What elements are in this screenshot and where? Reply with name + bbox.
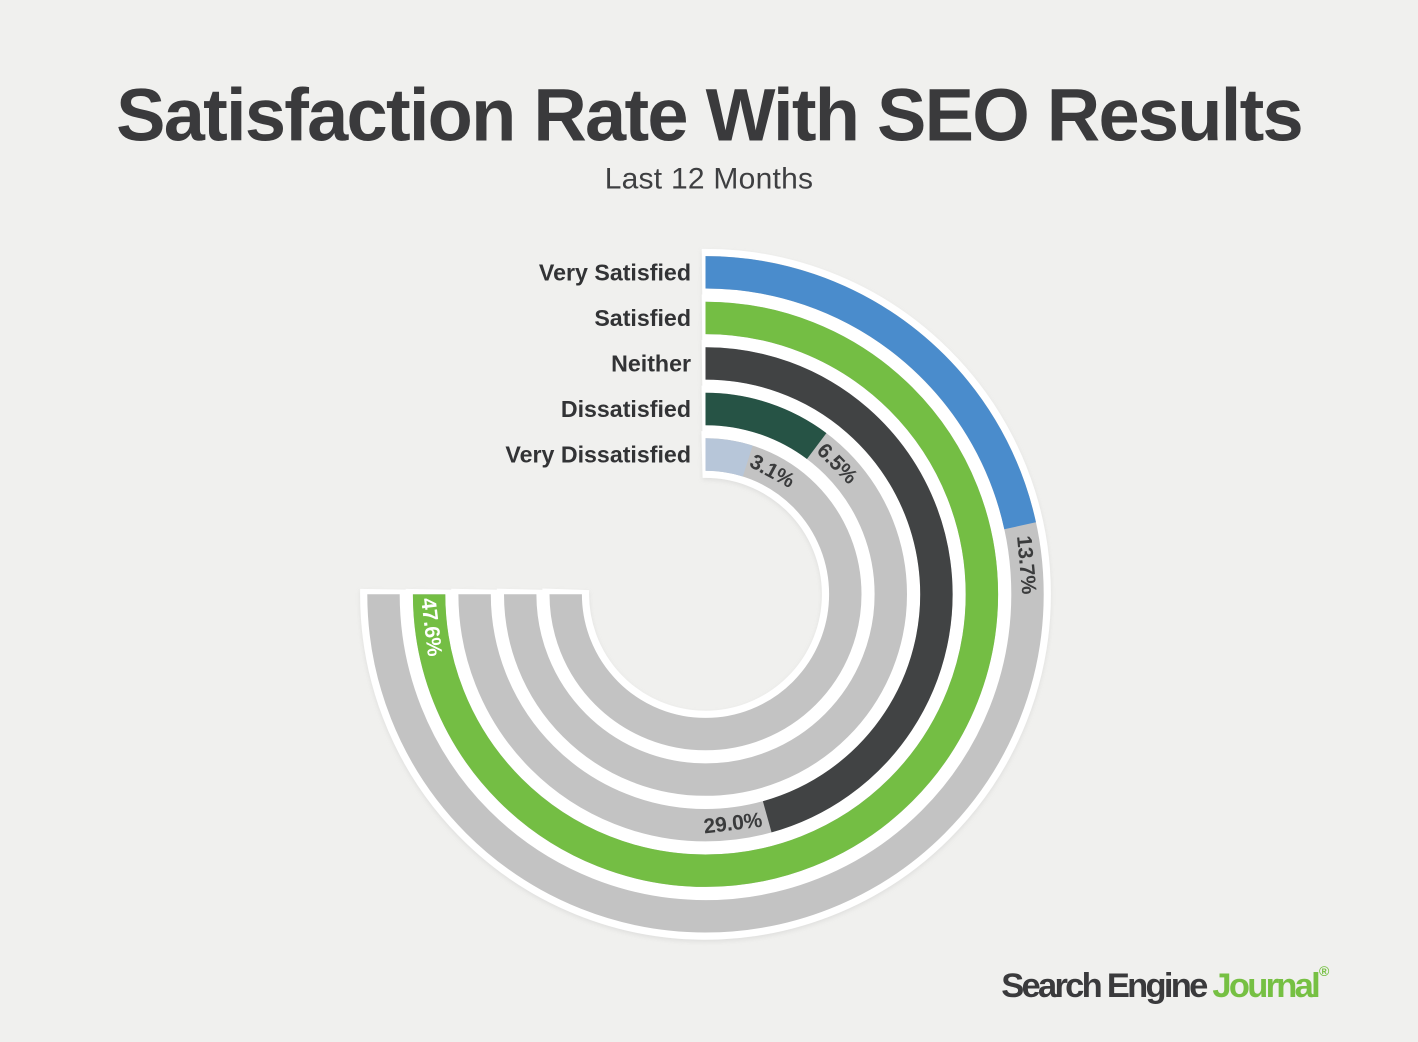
svg-text:Search Engine Journal: Search Engine Journal <box>1001 967 1319 1005</box>
svg-text:13.7%: 13.7% <box>1012 535 1040 596</box>
svg-text:Satisfied: Satisfied <box>594 305 691 331</box>
svg-text:Neither: Neither <box>611 350 691 376</box>
svg-text:®: ® <box>1319 963 1330 979</box>
svg-text:Satisfaction Rate With SEO Res: Satisfaction Rate With SEO Results <box>116 74 1302 157</box>
svg-text:Last 12 Months: Last 12 Months <box>605 162 814 195</box>
svg-text:Very Dissatisfied: Very Dissatisfied <box>505 442 691 468</box>
svg-text:Very Satisfied: Very Satisfied <box>539 259 691 285</box>
svg-text:Dissatisfied: Dissatisfied <box>561 396 691 422</box>
